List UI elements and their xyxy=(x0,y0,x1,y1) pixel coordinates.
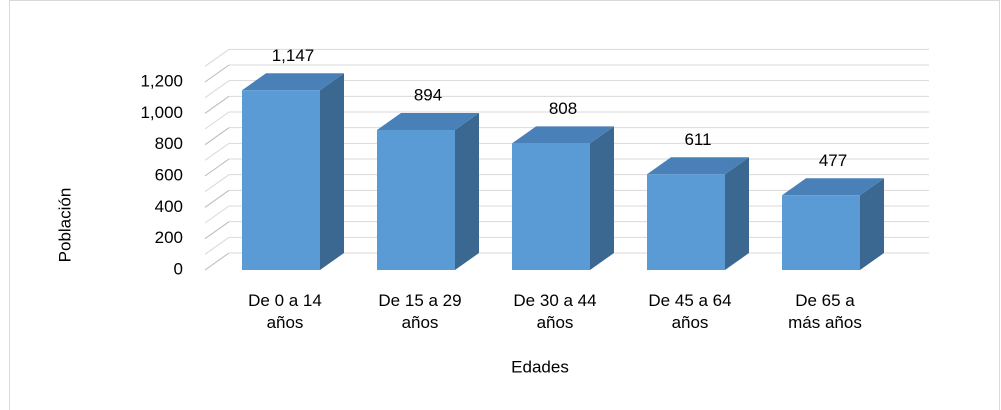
bar-front xyxy=(647,174,725,270)
y-tick-label: 600 xyxy=(155,165,183,184)
bar-side xyxy=(320,73,344,270)
data-label: 894 xyxy=(414,85,442,104)
bar-top xyxy=(782,178,884,196)
bar xyxy=(647,157,749,270)
x-tick-label: De 15 a 29 años xyxy=(378,291,462,332)
grid-line xyxy=(204,111,230,130)
data-label: 611 xyxy=(684,130,711,149)
y-tick-label: 0 xyxy=(174,259,183,278)
y-tick-label: 1,000 xyxy=(140,103,183,122)
x-tick-label: De 0 a 14 años xyxy=(248,291,322,332)
y-tick-label: 400 xyxy=(155,197,183,216)
x-axis-title: Edades xyxy=(511,357,569,376)
bar-side xyxy=(860,178,884,270)
grid-line xyxy=(204,142,230,161)
bar-top xyxy=(242,73,344,91)
grid-line xyxy=(204,252,230,271)
bar-side xyxy=(455,112,479,270)
bar xyxy=(782,178,884,270)
y-axis-title: Población xyxy=(55,188,74,263)
grid-line xyxy=(204,48,230,67)
x-tick-label: De 30 a 44 años xyxy=(513,291,597,332)
y-tick-label: 800 xyxy=(155,134,183,153)
bar-top xyxy=(647,157,749,175)
grid-line xyxy=(204,221,230,240)
x-tick-label: De 45 a 64 años xyxy=(648,291,732,332)
grid-line xyxy=(204,236,230,255)
grid-line xyxy=(204,64,230,83)
data-label: 1,147 xyxy=(272,46,315,65)
bar xyxy=(242,73,344,270)
bar-top xyxy=(377,112,479,130)
bar-front xyxy=(512,143,590,270)
bar-top xyxy=(512,126,614,144)
data-label: 808 xyxy=(549,99,577,118)
y-tick-label: 200 xyxy=(155,228,183,247)
bar-side xyxy=(725,157,749,270)
x-tick-label: De 65 a más años xyxy=(788,291,862,332)
bar xyxy=(377,112,479,270)
grid-line xyxy=(204,174,230,193)
data-label: 477 xyxy=(819,151,847,170)
grid-line xyxy=(204,158,230,177)
grid-line xyxy=(204,189,230,208)
bar xyxy=(512,126,614,270)
bar-front xyxy=(377,129,455,270)
frame xyxy=(9,0,1000,410)
bar-side xyxy=(590,126,614,270)
y-tick-label: 1,200 xyxy=(140,71,183,90)
grid-line xyxy=(204,205,230,224)
bar-front xyxy=(242,90,320,270)
grid-line xyxy=(204,80,230,99)
grid-line xyxy=(204,95,230,114)
grid-line xyxy=(204,127,230,146)
bar-front xyxy=(782,195,860,270)
